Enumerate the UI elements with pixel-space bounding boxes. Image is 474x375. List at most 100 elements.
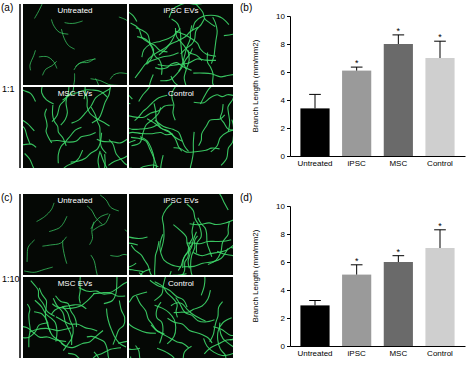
x-tick-label: iPSC bbox=[348, 159, 366, 168]
panel-label: (b) bbox=[240, 2, 252, 13]
vessel bbox=[129, 316, 156, 333]
x-tick-label: Untreated bbox=[297, 159, 332, 168]
vessel bbox=[65, 21, 83, 24]
vessel bbox=[174, 290, 211, 313]
vessel bbox=[84, 348, 121, 358]
vessel bbox=[217, 194, 228, 210]
vessel bbox=[51, 19, 68, 34]
image-background bbox=[23, 4, 127, 85]
error-bar bbox=[393, 35, 405, 44]
vessel bbox=[27, 304, 30, 347]
vessel bbox=[129, 4, 137, 21]
vessel bbox=[204, 338, 233, 355]
vessel bbox=[23, 110, 30, 144]
vessel bbox=[90, 222, 94, 245]
y-tick-label: 6 bbox=[281, 68, 286, 77]
vessel bbox=[50, 133, 95, 143]
error-bar bbox=[434, 230, 446, 248]
y-tick-label: 0 bbox=[281, 152, 286, 161]
y-tick-mark bbox=[287, 16, 290, 17]
x-axis: UntreatediPSCMSCControl bbox=[291, 346, 466, 358]
y-tick-mark bbox=[287, 128, 290, 129]
x-tick: iPSC bbox=[348, 156, 366, 168]
vessel bbox=[190, 217, 233, 225]
image-label: iPSC EVs bbox=[163, 196, 198, 205]
bar bbox=[300, 305, 329, 346]
vessel-network bbox=[23, 87, 127, 168]
panel-label: (c) bbox=[1, 192, 13, 203]
vessel bbox=[104, 277, 119, 304]
vessel bbox=[181, 18, 205, 54]
vessel bbox=[109, 140, 127, 168]
y-tick-mark bbox=[287, 290, 290, 291]
x-tick: Untreated bbox=[297, 346, 332, 358]
vessel bbox=[79, 287, 125, 296]
panel-label: (a) bbox=[1, 2, 13, 13]
bar bbox=[384, 262, 413, 346]
image-label: Control bbox=[168, 89, 194, 98]
vessel bbox=[23, 323, 48, 338]
ratio-label: 1:10 bbox=[2, 274, 20, 284]
plot-marks bbox=[300, 35, 454, 156]
y-tick-mark bbox=[287, 72, 290, 73]
error-bar bbox=[351, 265, 363, 275]
vessel bbox=[173, 225, 190, 269]
error-bar bbox=[309, 94, 321, 108]
y-tick-label: 8 bbox=[281, 40, 286, 49]
y-tick-mark bbox=[287, 262, 290, 263]
image-panel: (a)1:1UntreatediPSC EVsMSC EVsControl bbox=[0, 0, 281, 198]
y-tick-label: 6 bbox=[281, 258, 286, 267]
vessel bbox=[210, 302, 223, 342]
vessel bbox=[220, 104, 233, 130]
vessel bbox=[131, 245, 154, 275]
y-tick-label: 4 bbox=[281, 96, 286, 105]
vessel bbox=[129, 218, 147, 239]
vessel bbox=[136, 28, 154, 65]
vessel bbox=[25, 154, 37, 168]
y-axis: 0246810 bbox=[276, 202, 290, 351]
vessel bbox=[71, 133, 102, 162]
vessel bbox=[37, 203, 55, 222]
error-bar bbox=[434, 41, 446, 58]
image-label: iPSC EVs bbox=[163, 6, 198, 15]
error-bar-cap bbox=[309, 94, 321, 95]
significance-marker: * bbox=[355, 256, 359, 266]
vessel bbox=[39, 56, 57, 68]
image-label: MSC EVs bbox=[58, 89, 93, 98]
vessel bbox=[136, 296, 164, 334]
significance-marker: * bbox=[397, 247, 401, 257]
vessel bbox=[52, 105, 66, 146]
significance-marker: * bbox=[397, 26, 401, 36]
vessel bbox=[61, 331, 103, 348]
error-bar-stem bbox=[440, 230, 441, 248]
y-axis: 0246810 bbox=[276, 12, 290, 161]
vessel bbox=[87, 206, 102, 225]
image-label: Control bbox=[168, 279, 194, 288]
vessel bbox=[94, 352, 119, 358]
x-axis-line bbox=[291, 346, 466, 347]
y-tick-mark bbox=[287, 100, 290, 101]
error-bar-stem bbox=[398, 35, 399, 44]
image-label: MSC EVs bbox=[58, 279, 93, 288]
x-tick: Untreated bbox=[297, 156, 332, 168]
y-tick-label: 0 bbox=[281, 342, 286, 351]
vessel bbox=[139, 273, 187, 275]
vessel bbox=[157, 348, 179, 358]
y-tick: 2 bbox=[281, 124, 290, 133]
vessel bbox=[208, 221, 229, 264]
vessel bbox=[129, 125, 157, 130]
significance-marker: * bbox=[438, 221, 442, 231]
vessel bbox=[160, 48, 192, 80]
vessel bbox=[74, 59, 96, 70]
vessel bbox=[142, 28, 181, 57]
vessel bbox=[129, 341, 140, 350]
y-tick: 10 bbox=[276, 202, 290, 211]
vessel bbox=[31, 281, 55, 317]
y-tick-label: 2 bbox=[281, 314, 286, 323]
image-panel: (c)1:10UntreatediPSC EVsMSC EVsControl bbox=[1, 167, 272, 375]
vessel bbox=[147, 119, 182, 152]
vessel bbox=[136, 345, 158, 358]
image-background bbox=[129, 194, 233, 275]
vessel bbox=[140, 137, 155, 168]
vessel-network bbox=[24, 195, 127, 275]
